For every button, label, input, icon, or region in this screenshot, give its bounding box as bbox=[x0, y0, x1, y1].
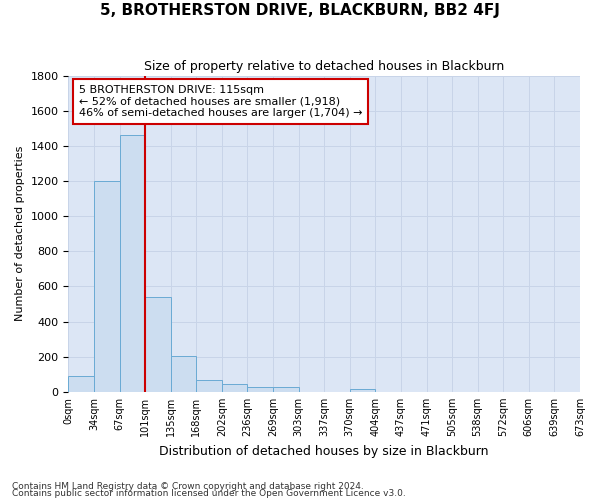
Text: 5, BROTHERSTON DRIVE, BLACKBURN, BB2 4FJ: 5, BROTHERSTON DRIVE, BLACKBURN, BB2 4FJ bbox=[100, 2, 500, 18]
Title: Size of property relative to detached houses in Blackburn: Size of property relative to detached ho… bbox=[144, 60, 505, 73]
Bar bbox=[273, 388, 299, 392]
Text: Contains public sector information licensed under the Open Government Licence v3: Contains public sector information licen… bbox=[12, 489, 406, 498]
Bar bbox=[247, 386, 273, 392]
Bar bbox=[68, 376, 94, 392]
Bar bbox=[350, 389, 376, 392]
Y-axis label: Number of detached properties: Number of detached properties bbox=[15, 146, 25, 322]
Bar bbox=[119, 136, 145, 392]
X-axis label: Distribution of detached houses by size in Blackburn: Distribution of detached houses by size … bbox=[160, 444, 489, 458]
Bar bbox=[94, 181, 119, 392]
Bar bbox=[222, 384, 247, 392]
Bar bbox=[196, 380, 222, 392]
Bar bbox=[171, 356, 196, 392]
Bar bbox=[145, 297, 171, 392]
Text: 5 BROTHERSTON DRIVE: 115sqm
← 52% of detached houses are smaller (1,918)
46% of : 5 BROTHERSTON DRIVE: 115sqm ← 52% of det… bbox=[79, 85, 362, 118]
Text: Contains HM Land Registry data © Crown copyright and database right 2024.: Contains HM Land Registry data © Crown c… bbox=[12, 482, 364, 491]
